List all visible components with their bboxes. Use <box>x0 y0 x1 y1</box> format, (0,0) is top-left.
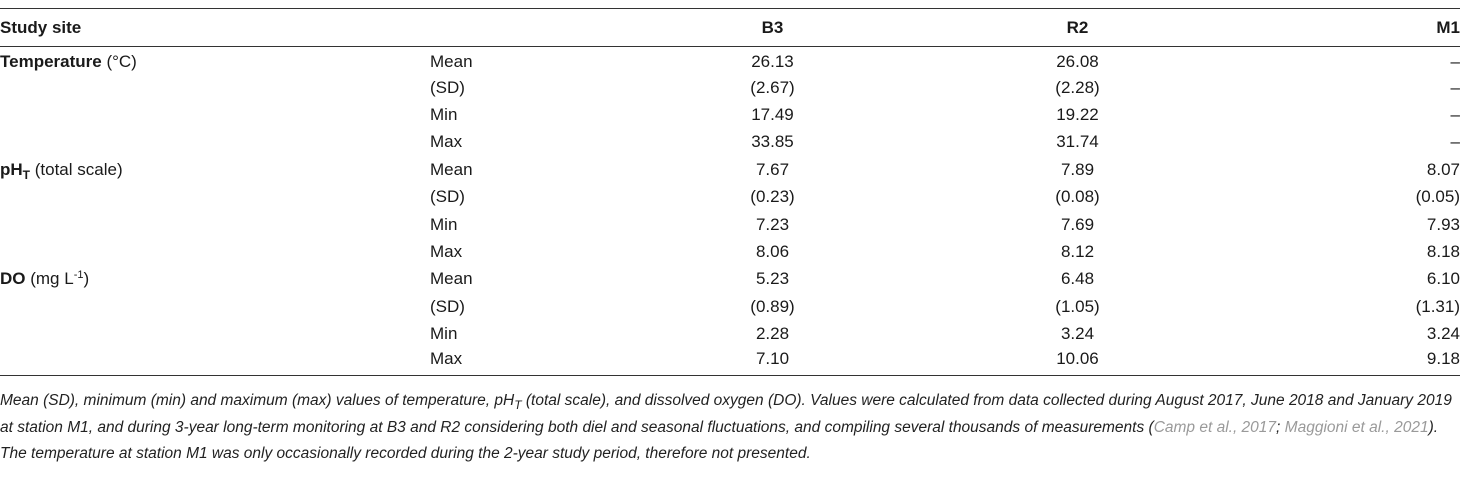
cell-r2: (2.28) <box>1055 77 1100 97</box>
cell-b3: 7.67 <box>755 159 790 179</box>
table-row: Temperature (°C) Mean 26.13 26.08 – <box>0 47 1460 74</box>
data-table: Study site B3 R2 M1 Temperature (°C) Mea… <box>0 8 1460 376</box>
stat-label: Max <box>430 132 463 152</box>
table-row: (SD) (0.23) (0.08) (0.05) <box>0 183 1460 210</box>
param-unit: (total scale) <box>30 159 123 179</box>
stat-label: (SD) <box>430 296 465 316</box>
stat-label: Max <box>430 347 620 376</box>
table-caption: Mean (SD), minimum (min) and maximum (ma… <box>0 392 1452 462</box>
table-row: (SD) (0.89) (1.05) (1.31) <box>0 293 1460 320</box>
cell-b3: 2.28 <box>755 324 790 344</box>
cell-r2: 26.08 <box>1056 52 1099 72</box>
param-unit: (°C) <box>101 52 137 72</box>
cell-m1: 7.93 <box>1426 214 1460 234</box>
cell-m1: – <box>1450 52 1460 72</box>
table-row: DO (mg L-1) Mean 5.23 6.48 6.10 <box>0 266 1460 293</box>
table-row: Min 17.49 19.22 – <box>0 101 1460 128</box>
header-m1: M1 <box>1230 8 1460 47</box>
cell-m1: – <box>1450 104 1460 124</box>
cell-m1: – <box>1450 132 1460 152</box>
cell-b3: 8.06 <box>755 241 790 261</box>
cell-b3: 5.23 <box>755 269 790 289</box>
param-label-temperature: Temperature (°C) <box>0 47 430 74</box>
stat-label: Min <box>430 104 458 124</box>
cell-b3: 7.23 <box>755 214 790 234</box>
stat-label: Mean <box>430 159 473 179</box>
unit-superscript: -1 <box>73 269 84 282</box>
cell-r2: 31.74 <box>1056 132 1099 152</box>
cell-b3: 26.13 <box>751 52 794 72</box>
stat-label: Mean <box>430 269 473 289</box>
header-b3: B3 <box>620 8 925 47</box>
cell-m1: 9.18 <box>1230 347 1460 376</box>
cell-r2: 7.89 <box>1060 159 1095 179</box>
cell-m1: 3.24 <box>1426 324 1460 344</box>
caption-subscript: T <box>514 398 522 412</box>
table-row: Max 7.10 10.06 9.18 <box>0 347 1460 376</box>
table-row: Max 33.85 31.74 – <box>0 129 1460 156</box>
param-name: pHT <box>0 159 31 182</box>
stat-label: (SD) <box>430 187 465 207</box>
cell-b3: 33.85 <box>751 132 794 152</box>
param-name: Temperature <box>0 52 102 72</box>
cell-b3: 17.49 <box>751 104 794 124</box>
cell-b3: 7.10 <box>620 347 925 376</box>
header-study-site: Study site <box>0 8 430 47</box>
cell-m1: 6.10 <box>1426 269 1460 289</box>
param-label-ph: pHT (total scale) <box>0 156 430 183</box>
table-row: Min 7.23 7.69 7.93 <box>0 211 1460 238</box>
table-row: Min 2.28 3.24 3.24 <box>0 320 1460 347</box>
cell-m1: (1.31) <box>1415 296 1460 316</box>
cell-r2: 19.22 <box>1056 104 1099 124</box>
param-unit: (mg L-1) <box>25 269 90 289</box>
cell-b3: (2.67) <box>750 77 795 97</box>
cell-m1: (0.05) <box>1415 187 1460 207</box>
header-stat <box>430 8 620 47</box>
cell-m1: 8.18 <box>1426 241 1460 261</box>
stat-label: Mean <box>430 52 473 72</box>
citation-link-maggioni[interactable]: Maggioni et al., 2021 <box>1284 418 1429 436</box>
cell-m1: – <box>1450 77 1460 97</box>
header-r2: R2 <box>925 8 1230 47</box>
table-row: (SD) (2.67) (2.28) – <box>0 74 1460 101</box>
stat-label: Min <box>430 324 458 344</box>
table-row: Max 8.06 8.12 8.18 <box>0 238 1460 265</box>
stat-label: (SD) <box>430 77 465 97</box>
cell-r2: 10.06 <box>925 347 1230 376</box>
param-name: DO <box>0 269 26 289</box>
table-row: pHT (total scale) Mean 7.67 7.89 8.07 <box>0 156 1460 183</box>
param-label-do: DO (mg L-1) <box>0 266 430 293</box>
cell-r2: (1.05) <box>1055 296 1100 316</box>
param-subscript: T <box>22 167 31 182</box>
cell-r2: 7.69 <box>1060 214 1095 234</box>
cell-r2: (0.08) <box>1055 187 1100 207</box>
stat-label: Max <box>430 241 463 261</box>
header-row: Study site B3 R2 M1 <box>0 8 1460 47</box>
citation-link-camp[interactable]: Camp et al., 2017 <box>1153 418 1277 436</box>
cell-r2: 8.12 <box>1060 241 1095 261</box>
cell-r2: 3.24 <box>1060 324 1095 344</box>
cell-r2: 6.48 <box>1060 269 1095 289</box>
cell-m1: 8.07 <box>1426 159 1460 179</box>
stat-label: Min <box>430 214 458 234</box>
cell-b3: (0.89) <box>750 296 795 316</box>
cell-b3: (0.23) <box>750 187 795 207</box>
